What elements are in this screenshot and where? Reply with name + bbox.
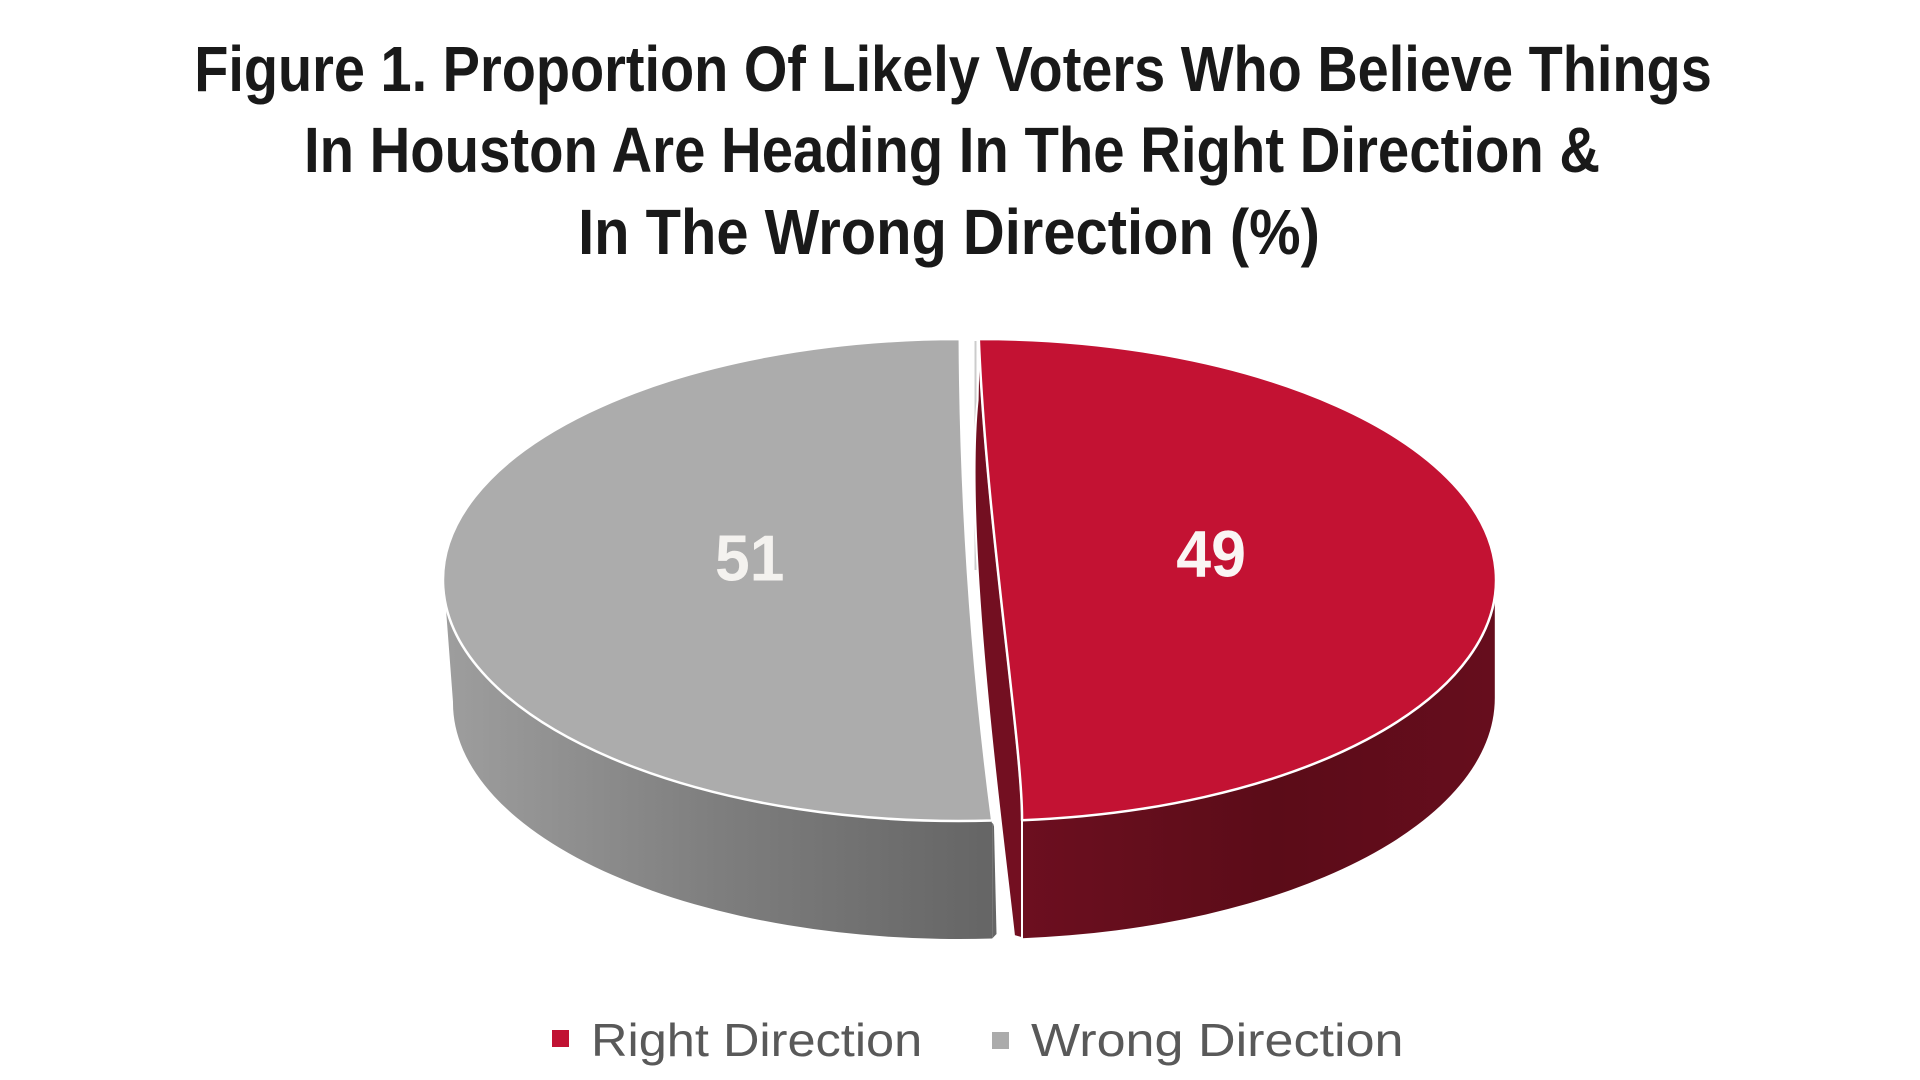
svg-text:49: 49 <box>1176 517 1246 591</box>
svg-text:51: 51 <box>715 522 784 595</box>
